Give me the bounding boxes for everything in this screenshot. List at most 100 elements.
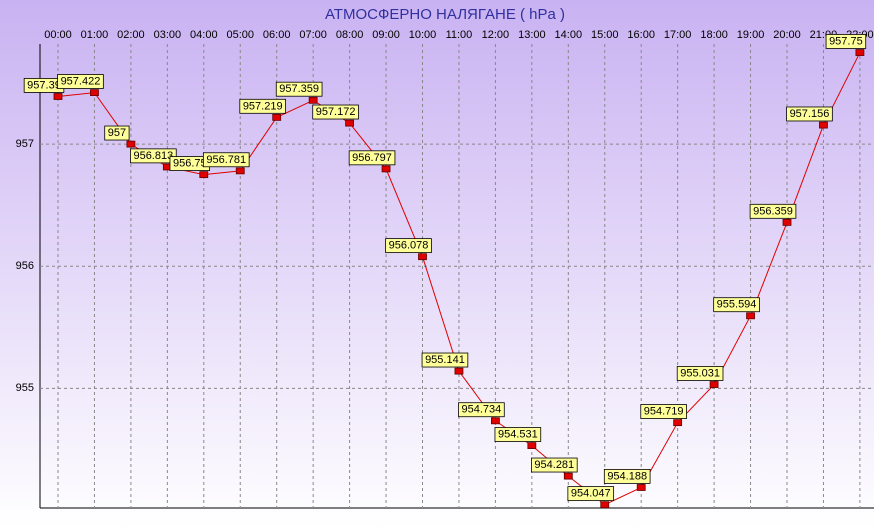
- data-label: 956.781: [202, 152, 250, 168]
- x-tick-label: 10:00: [409, 29, 437, 41]
- data-label-text: 954.047: [571, 488, 611, 500]
- data-label-text: 954.188: [607, 470, 647, 482]
- data-label: 954.531: [494, 427, 542, 442]
- x-tick-label: 03:00: [154, 29, 182, 41]
- data-label-text: 957.172: [316, 106, 356, 118]
- data-label-box: [202, 152, 250, 168]
- data-label-text: 956.359: [753, 205, 793, 217]
- data-point: [199, 171, 209, 179]
- data-point: [235, 167, 245, 175]
- data-label: 954.047: [567, 486, 615, 502]
- data-point: [819, 121, 828, 129]
- x-tick-label: 20:00: [773, 29, 801, 41]
- data-label: 954.734: [458, 402, 505, 418]
- data-point: [855, 49, 865, 56]
- data-point: [90, 89, 99, 96]
- data-label-box: [825, 34, 867, 49]
- data-label-text: 956.75: [173, 158, 207, 170]
- data-point: [673, 419, 683, 427]
- x-tick-label: 06:00: [263, 29, 291, 41]
- data-label: 954.188: [603, 468, 651, 484]
- x-tick-label: 01:00: [81, 29, 109, 41]
- data-label-box: [130, 148, 177, 164]
- data-point: [746, 312, 755, 320]
- data-point: [563, 472, 573, 480]
- data-point: [490, 417, 500, 425]
- x-tick-label: 04:00: [190, 29, 218, 41]
- data-label-text: 957.75: [829, 35, 863, 47]
- data-label-box: [312, 104, 359, 120]
- data-point: [418, 253, 427, 261]
- x-tick-label: 16:00: [627, 29, 655, 41]
- data-label-box: [567, 486, 615, 502]
- data-label-text: 955.594: [717, 299, 757, 311]
- data-label-text: 954.531: [498, 429, 538, 441]
- data-label-box: [713, 297, 760, 313]
- data-label: 957.219: [239, 98, 286, 114]
- x-tick-label: 18:00: [700, 29, 728, 41]
- data-point: [636, 484, 646, 491]
- x-tick-label: 17:00: [664, 29, 692, 41]
- data-point: [272, 113, 282, 121]
- data-label-box: [458, 402, 505, 418]
- data-label-box: [385, 238, 432, 254]
- data-label: 956.797: [348, 150, 396, 166]
- data-label-text: 956.797: [352, 152, 392, 164]
- data-label-text: 955.031: [680, 367, 720, 379]
- data-label-text: 957.422: [61, 76, 101, 88]
- x-tick-label: 07:00: [299, 29, 327, 41]
- data-point: [381, 165, 391, 173]
- data-label-text: 954.734: [462, 404, 502, 416]
- data-point: [709, 381, 719, 388]
- data-label-box: [57, 74, 104, 89]
- x-tick-label: 15:00: [591, 29, 619, 41]
- data-point: [53, 93, 63, 100]
- data-label: 956.078: [385, 238, 432, 254]
- data-label-text: 956.078: [389, 240, 429, 252]
- data-label-text: 954.719: [644, 406, 684, 418]
- x-tick-label: 08:00: [336, 29, 364, 41]
- x-tick-label: 13:00: [518, 29, 546, 41]
- data-label: 954.281: [531, 457, 578, 473]
- data-label: 957.172: [312, 104, 359, 120]
- y-tick-label: 957: [16, 138, 34, 150]
- x-tick-label: 12:00: [482, 29, 510, 41]
- data-label-box: [421, 352, 469, 368]
- data-label-box: [676, 366, 724, 381]
- x-tick-label: 11:00: [446, 29, 473, 41]
- data-label-text: 956.813: [133, 150, 173, 162]
- data-label: 956.359: [749, 203, 797, 219]
- data-point: [308, 96, 318, 104]
- data-label-box: [786, 106, 833, 122]
- data-label: 957: [104, 125, 130, 141]
- data-point: [782, 218, 792, 226]
- y-tick-label: 956: [16, 260, 34, 272]
- data-label-text: 957: [108, 127, 126, 139]
- data-point: [600, 501, 610, 509]
- data-point: [527, 442, 537, 450]
- data-label-box: [749, 203, 797, 219]
- data-label-box: [640, 404, 687, 419]
- data-label: 955.141: [421, 352, 469, 368]
- x-tick-label: 09:00: [372, 29, 400, 41]
- x-tick-label: 14:00: [555, 29, 583, 41]
- data-point: [126, 140, 136, 148]
- data-label-box: [348, 150, 396, 166]
- data-label: 954.719: [640, 404, 687, 419]
- data-label: 957.422: [57, 74, 104, 89]
- data-label-text: 954.281: [534, 459, 574, 471]
- data-label: 955.031: [676, 366, 724, 381]
- data-label-text: 956.781: [206, 154, 246, 166]
- data-label-text: 957.359: [279, 83, 319, 95]
- data-label: 957.359: [275, 81, 323, 97]
- x-tick-label: 02:00: [117, 29, 145, 41]
- data-label-box: [494, 427, 542, 442]
- data-label-box: [603, 468, 651, 484]
- data-label-text: 955.141: [425, 354, 465, 366]
- data-label: 955.594: [713, 297, 760, 313]
- data-label: 956.813: [130, 148, 177, 164]
- x-tick-label: 05:00: [226, 29, 254, 41]
- data-label-box: [104, 125, 130, 141]
- x-tick-label: 00:00: [44, 29, 72, 41]
